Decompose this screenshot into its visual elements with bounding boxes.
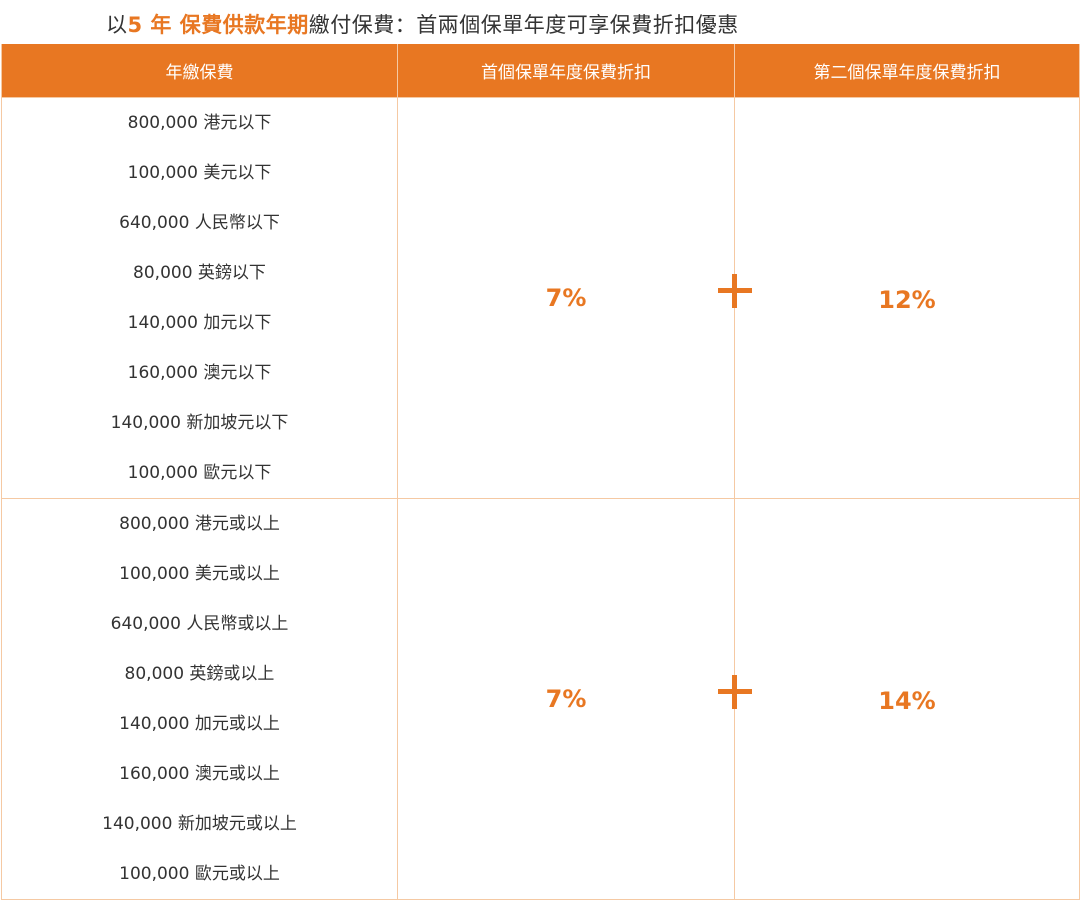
page-title: 以5 年 保費供款年期繳付保費：首兩個保單年度可享保費折扣優惠 (106, 8, 739, 42)
amount-item: 140,000 新加坡元以下 (110, 413, 289, 433)
amount-item: 100,000 歐元以下 (127, 463, 272, 483)
header-second-year-discount: 第二個保單年度保費折扣 (734, 44, 1080, 98)
amount-item: 800,000 港元以下 (127, 113, 272, 133)
second-year-discount-cell: 14% (734, 498, 1080, 900)
plus-icon (718, 274, 752, 308)
amount-item: 100,000 美元以下 (127, 163, 272, 183)
first-year-discount-cell: 7% (397, 498, 752, 900)
table-row: 800,000 港元以下 100,000 美元以下 640,000 人民幣以下 … (1, 97, 1080, 499)
amount-item: 100,000 美元或以上 (119, 564, 280, 584)
first-year-discount-value: 7% (545, 685, 587, 713)
second-year-discount-value: 12% (878, 286, 936, 314)
second-year-discount-value: 14% (878, 687, 936, 715)
amount-item: 160,000 澳元或以上 (119, 764, 280, 784)
header-annual-premium: 年繳保費 (1, 44, 398, 98)
amount-list: 800,000 港元或以上 100,000 美元或以上 640,000 人民幣或… (1, 498, 398, 900)
amount-item: 80,000 英鎊以下 (133, 263, 266, 283)
header-first-year-discount: 首個保單年度保費折扣 (397, 44, 735, 98)
table-row: 800,000 港元或以上 100,000 美元或以上 640,000 人民幣或… (1, 498, 1080, 900)
table-header-row: 年繳保費 首個保單年度保費折扣 第二個保單年度保費折扣 (1, 44, 1080, 98)
discount-table: 年繳保費 首個保單年度保費折扣 第二個保單年度保費折扣 800,000 港元以下… (1, 44, 1080, 900)
amount-item: 140,000 加元以下 (127, 313, 272, 333)
amount-item: 80,000 英鎊或以上 (124, 664, 275, 684)
second-year-discount-cell: 12% (734, 97, 1080, 499)
title-highlight: 5 年 保費供款年期 (127, 13, 309, 37)
plus-icon (718, 675, 752, 709)
amount-item: 800,000 港元或以上 (119, 514, 280, 534)
first-year-discount-value: 7% (545, 284, 587, 312)
amount-list: 800,000 港元以下 100,000 美元以下 640,000 人民幣以下 … (1, 97, 398, 499)
amount-item: 100,000 歐元或以上 (119, 864, 280, 884)
first-year-discount-cell: 7% (397, 97, 752, 499)
amount-item: 640,000 人民幣或以上 (110, 614, 289, 634)
amount-item: 640,000 人民幣以下 (119, 213, 280, 233)
amount-item: 160,000 澳元以下 (127, 363, 272, 383)
amount-item: 140,000 加元或以上 (119, 714, 280, 734)
title-prefix: 以 (106, 13, 128, 37)
amount-item: 140,000 新加坡元或以上 (102, 814, 297, 834)
title-suffix: 繳付保費：首兩個保單年度可享保費折扣優惠 (308, 13, 739, 37)
